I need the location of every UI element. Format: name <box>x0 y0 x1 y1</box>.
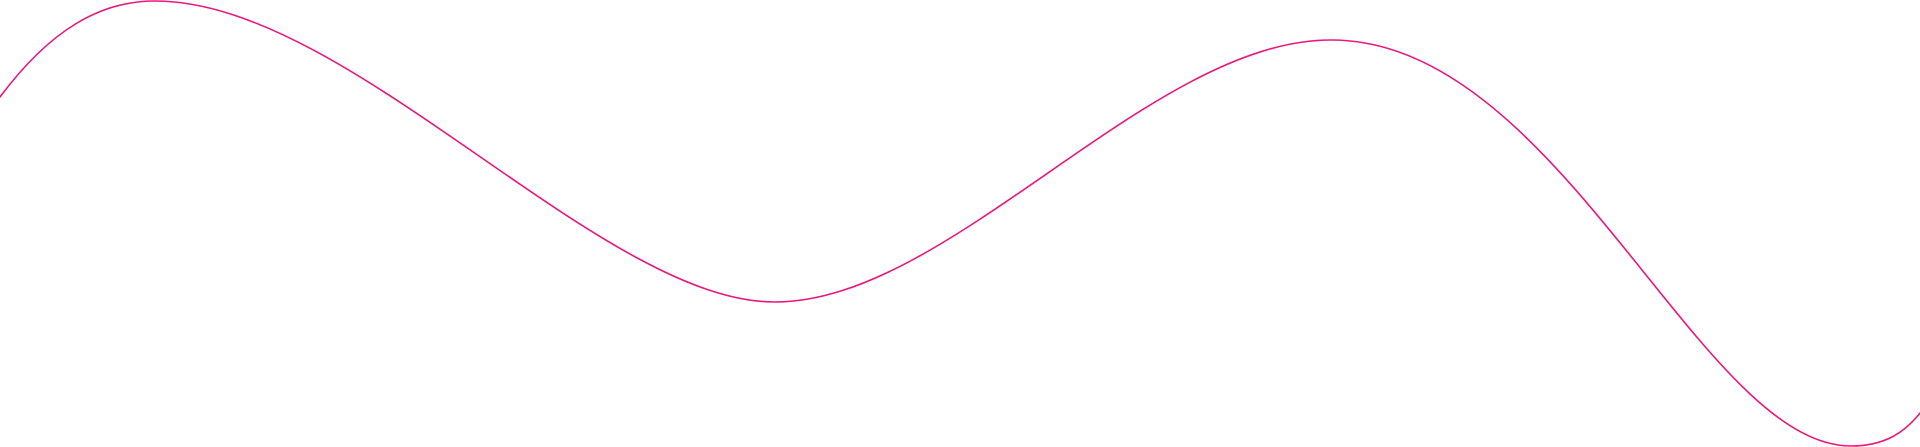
wave-gap <box>1629 181 1632 184</box>
wave-gap <box>1020 168 1023 171</box>
wave-gap <box>429 154 432 157</box>
